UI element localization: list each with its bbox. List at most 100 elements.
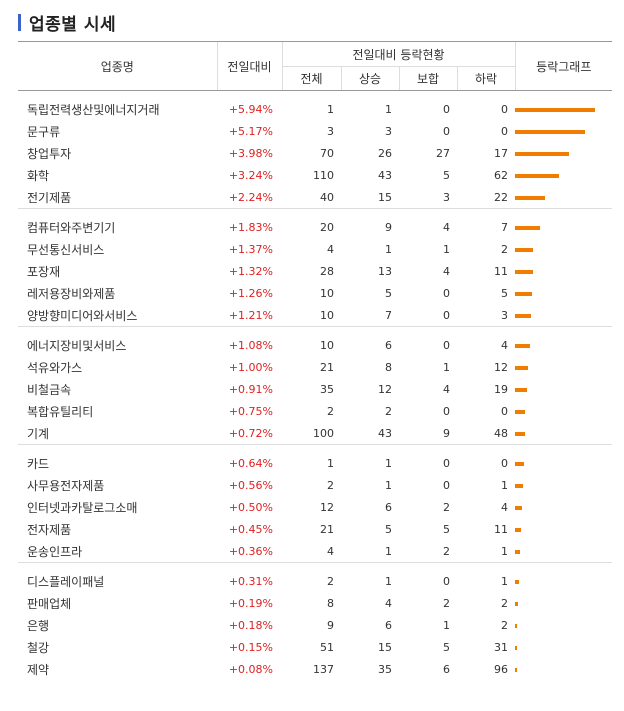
down-count: 1: [501, 574, 509, 588]
sector-name-link[interactable]: 창업투자: [27, 146, 72, 161]
sector-name-link[interactable]: 문구류: [27, 124, 61, 139]
sector-name-link[interactable]: 무선통신서비스: [27, 242, 105, 257]
sector-name-link[interactable]: 디스플레이패널: [27, 574, 105, 589]
total-count: 10: [320, 286, 334, 300]
down-count: 0: [501, 456, 509, 470]
sector-name-link[interactable]: 에너지장비및서비스: [27, 338, 127, 353]
sector-name-link[interactable]: 철강: [27, 640, 50, 655]
total-count: 110: [313, 168, 334, 182]
flat-count: 27: [436, 146, 450, 160]
change-bar: [515, 483, 524, 488]
total-count: 1: [327, 456, 334, 470]
table-row: 복합유틸리티 +0.75% 2 2 0 0: [18, 400, 612, 422]
change-bar: [515, 291, 533, 296]
change-rate: +0.72%: [228, 426, 273, 440]
sector-name-link[interactable]: 인터넷과카탈로그소매: [27, 500, 138, 515]
change-bar: [515, 313, 532, 318]
group-divider: [18, 444, 613, 452]
down-count: 0: [501, 404, 509, 418]
sector-name-link[interactable]: 석유와가스: [27, 360, 83, 375]
up-count: 2: [385, 404, 392, 418]
sector-name-link[interactable]: 비철금속: [27, 382, 72, 397]
up-count: 6: [385, 338, 392, 352]
change-rate: +1.21%: [228, 308, 273, 322]
change-bar: [515, 365, 529, 370]
flat-count: 0: [443, 338, 450, 352]
change-bar: [515, 409, 526, 414]
flat-count: 0: [443, 308, 450, 322]
sector-name-link[interactable]: 전기제품: [27, 190, 72, 205]
change-graph-cell: [515, 422, 612, 445]
flat-count: 0: [443, 102, 450, 116]
change-rate: +0.18%: [228, 618, 273, 632]
sector-name-link[interactable]: 기계: [27, 426, 50, 441]
change-graph-cell: [515, 614, 612, 636]
up-count: 8: [385, 360, 392, 374]
sector-name-link[interactable]: 복합유틸리티: [27, 404, 94, 419]
table-row: 인터넷과카탈로그소매 +0.50% 12 6 2 4: [18, 496, 612, 518]
change-graph-cell: [515, 142, 612, 164]
change-bar: [515, 431, 526, 436]
sector-name-link[interactable]: 은행: [27, 618, 50, 633]
total-count: 21: [320, 360, 334, 374]
table-row: 창업투자 +3.98% 70 26 27 17: [18, 142, 612, 164]
down-count: 12: [494, 360, 509, 374]
sector-name-link[interactable]: 전자제품: [27, 522, 72, 537]
table-row: 철강 +0.15% 51 15 5 31: [18, 636, 612, 658]
sector-name-link[interactable]: 사무용전자제품: [27, 478, 105, 493]
sector-name-link[interactable]: 독립전력생산및에너지거래: [27, 102, 160, 117]
total-count: 3: [327, 124, 334, 138]
sector-name-link[interactable]: 포장재: [27, 264, 61, 279]
flat-count: 6: [443, 662, 450, 676]
flat-count: 1: [443, 360, 450, 374]
sector-name-link[interactable]: 레저용장비와제품: [27, 286, 116, 301]
down-count: 4: [501, 500, 509, 514]
change-rate: +5.17%: [228, 124, 273, 138]
change-graph-cell: [515, 474, 612, 496]
down-count: 96: [494, 662, 509, 676]
flat-count: 0: [443, 478, 450, 492]
table-row: 무선통신서비스 +1.37% 4 1 1 2: [18, 238, 612, 260]
sector-name-link[interactable]: 제약: [27, 662, 50, 677]
down-count: 11: [494, 264, 509, 278]
flat-count: 0: [443, 124, 450, 138]
total-count: 10: [320, 338, 334, 352]
change-rate: +0.64%: [228, 456, 273, 470]
change-bar: [515, 225, 541, 230]
up-count: 5: [385, 286, 392, 300]
change-graph-cell: [515, 356, 612, 378]
col-header-total[interactable]: 전체: [281, 66, 341, 91]
change-bar: [515, 645, 518, 650]
sector-name-link[interactable]: 컴퓨터와주변기기: [27, 220, 116, 235]
sector-name-link[interactable]: 화학: [27, 168, 50, 183]
sector-name-link[interactable]: 운송인프라: [27, 544, 83, 559]
table-row: 카드 +0.64% 1 1 0 0: [18, 452, 612, 474]
group-divider: [18, 562, 613, 570]
table-row: 운송인프라 +0.36% 4 1 2 1: [18, 540, 612, 563]
change-graph-cell: [515, 658, 612, 680]
change-bar: [515, 667, 518, 672]
up-count: 1: [385, 544, 392, 558]
col-header-up[interactable]: 상승: [340, 66, 399, 91]
sector-name-link[interactable]: 양방향미디어와서비스: [27, 308, 138, 323]
change-bar: [515, 387, 528, 392]
change-bar: [515, 195, 546, 200]
total-count: 21: [320, 522, 334, 536]
sector-name-link[interactable]: 판매업체: [27, 596, 72, 611]
table-row: 판매업체 +0.19% 8 4 2 2: [18, 592, 612, 614]
flat-count: 2: [443, 596, 450, 610]
col-header-flat[interactable]: 보합: [398, 66, 457, 91]
col-header-change[interactable]: 전일대비: [216, 41, 282, 91]
table-row: 독립전력생산및에너지거래 +5.94% 1 1 0 0: [18, 98, 612, 120]
flat-count: 0: [443, 286, 450, 300]
change-bar: [515, 129, 586, 134]
col-header-down[interactable]: 하락: [456, 66, 516, 91]
change-graph-cell: [515, 164, 612, 186]
sector-name-link[interactable]: 카드: [27, 456, 50, 471]
down-count: 7: [501, 220, 509, 234]
change-graph-cell: [515, 334, 612, 356]
col-header-name[interactable]: 업종명: [18, 41, 217, 91]
up-count: 43: [378, 426, 392, 440]
change-rate: +1.00%: [228, 360, 273, 374]
flat-count: 4: [443, 220, 450, 234]
